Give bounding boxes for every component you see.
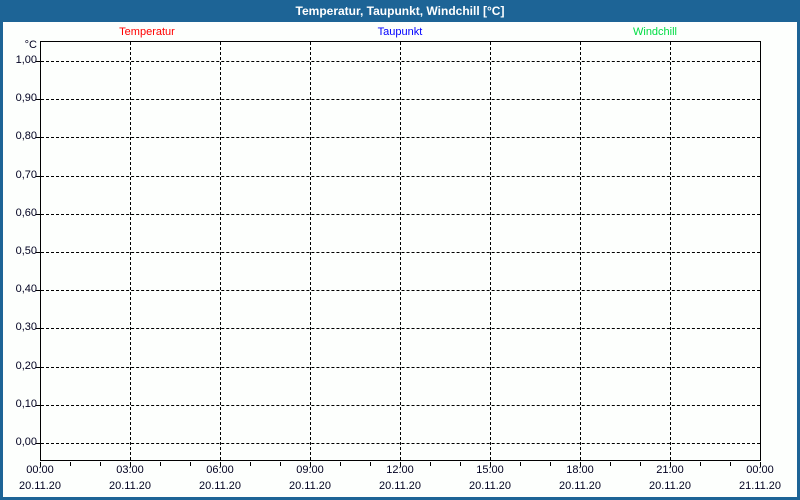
window-border-left (0, 22, 3, 500)
y-axis-tick (36, 328, 40, 329)
x-axis-major-tick (580, 462, 581, 467)
y-axis-unit-label: °C (24, 39, 37, 51)
x-axis-minor-tick (70, 462, 71, 466)
y-tick-label: 0,40 (15, 283, 37, 295)
x-tick-date-label: 20.11.20 (468, 480, 511, 492)
x-axis-minor-tick (250, 462, 251, 466)
x-axis-major-tick (310, 462, 311, 467)
chart-title: Temperatur, Taupunkt, Windchill [°C] (0, 0, 800, 22)
y-axis-tick (36, 214, 40, 215)
x-axis-major-tick (40, 462, 41, 467)
x-axis-minor-tick (610, 462, 611, 466)
x-tick-date-label: 20.11.20 (648, 480, 691, 492)
legend-windchill: Windchill (632, 26, 678, 38)
x-axis-minor-tick (160, 462, 161, 466)
x-axis-minor-tick (550, 462, 551, 466)
x-axis-minor-tick (460, 462, 461, 466)
window-border-right (797, 22, 800, 500)
x-axis-minor-tick (730, 462, 731, 466)
x-axis-minor-tick (280, 462, 281, 466)
plot-area (40, 41, 761, 461)
x-tick-date-label: 20.11.20 (198, 480, 241, 492)
x-tick-time-label: 15:00 (476, 464, 504, 476)
x-grid-line (490, 42, 491, 460)
x-axis-major-tick (220, 462, 221, 467)
x-grid-line (310, 42, 311, 460)
x-axis-major-tick (130, 462, 131, 467)
y-tick-label: 0,10 (15, 398, 37, 410)
y-axis-tick (36, 99, 40, 100)
y-tick-label: 0,90 (15, 92, 37, 104)
y-tick-label: 0,50 (15, 245, 37, 257)
x-tick-time-label: 21:00 (656, 464, 684, 476)
x-axis-minor-tick (430, 462, 431, 466)
y-tick-label: 0,60 (15, 207, 37, 219)
x-axis-minor-tick (700, 462, 701, 466)
y-tick-label: 1,00 (15, 54, 37, 66)
x-axis-major-tick (760, 462, 761, 467)
y-axis-tick (36, 443, 40, 444)
x-tick-date-label: 20.11.20 (558, 480, 601, 492)
x-axis-minor-tick (640, 462, 641, 466)
legend-taupunkt: Taupunkt (377, 26, 423, 38)
x-axis-major-tick (400, 462, 401, 467)
x-grid-line (220, 42, 221, 460)
x-tick-time-label: 06:00 (206, 464, 234, 476)
x-axis-minor-tick (100, 462, 101, 466)
y-axis-tick (36, 252, 40, 253)
x-tick-date-label: 20.11.20 (18, 480, 61, 492)
y-tick-label: 0,80 (15, 130, 37, 142)
x-axis-major-tick (670, 462, 671, 467)
x-tick-date-label: 20.11.20 (288, 480, 331, 492)
x-axis-major-tick (490, 462, 491, 467)
x-tick-time-label: 03:00 (116, 464, 144, 476)
window-border-bottom (0, 497, 800, 500)
x-axis-minor-tick (370, 462, 371, 466)
x-grid-line (580, 42, 581, 460)
x-tick-time-label: 18:00 (566, 464, 594, 476)
y-axis-tick (36, 290, 40, 291)
x-grid-line (670, 42, 671, 460)
y-axis-tick (36, 176, 40, 177)
x-tick-date-label: 21.11.20 (738, 480, 781, 492)
y-axis-tick (36, 405, 40, 406)
y-axis-tick (36, 137, 40, 138)
x-tick-date-label: 20.11.20 (378, 480, 421, 492)
x-tick-time-label: 00:00 (26, 464, 54, 476)
x-tick-time-label: 00:00 (746, 464, 774, 476)
legend-temperatur: Temperatur (119, 26, 175, 38)
x-grid-line (400, 42, 401, 460)
y-tick-label: 0,30 (15, 321, 37, 333)
y-axis-tick (36, 61, 40, 62)
y-tick-label: 0,00 (15, 436, 37, 448)
y-tick-label: 0,70 (15, 169, 37, 181)
x-axis-minor-tick (340, 462, 341, 466)
x-tick-date-label: 20.11.20 (108, 480, 151, 492)
y-tick-label: 0,20 (15, 360, 37, 372)
x-grid-line (130, 42, 131, 460)
x-tick-time-label: 09:00 (296, 464, 324, 476)
x-axis-minor-tick (190, 462, 191, 466)
x-tick-time-label: 12:00 (386, 464, 414, 476)
y-axis-tick (36, 367, 40, 368)
x-axis-minor-tick (520, 462, 521, 466)
